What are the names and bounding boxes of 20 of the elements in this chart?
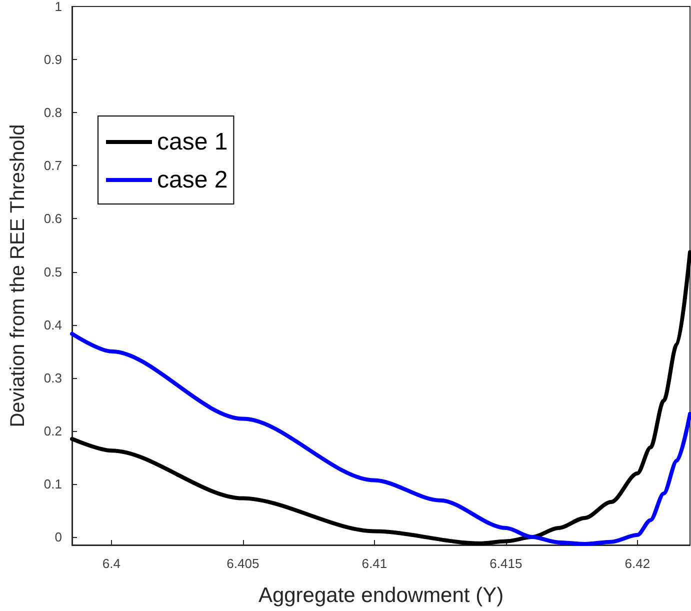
- x-tick-label: 6.415: [490, 556, 522, 571]
- y-tick-label: 0.7: [44, 158, 62, 174]
- y-tick-label: 0.5: [44, 264, 62, 280]
- y-tick-label: 0.8: [44, 105, 62, 120]
- y-tick-label: 0: [54, 530, 62, 545]
- y-tick-label: 0.3: [44, 370, 62, 386]
- y-tick-label: 0.1: [44, 476, 62, 492]
- x-axis-title: Aggregate endowment (Y): [258, 584, 504, 607]
- y-tick-label: 0.2: [44, 423, 62, 438]
- legend-label: case 1: [157, 128, 228, 156]
- x-tick-label: 6.4: [102, 556, 120, 571]
- x-tick-label: 6.42: [624, 556, 650, 571]
- y-tick-label: 0.9: [44, 52, 62, 68]
- x-tick-label: 6.41: [362, 556, 388, 571]
- y-tick-label: 1: [54, 0, 62, 14]
- x-tick-label: 6.405: [226, 556, 260, 571]
- y-tick-label: 0.4: [44, 317, 62, 332]
- y-axis-title: Deviation from the REE Threshold: [7, 124, 29, 428]
- legend-label: case 2: [157, 166, 228, 194]
- y-tick-label: 0.6: [44, 211, 62, 226]
